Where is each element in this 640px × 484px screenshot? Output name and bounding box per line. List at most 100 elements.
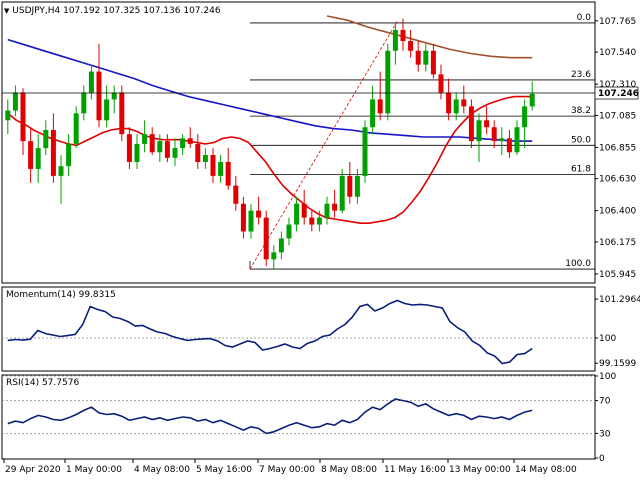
- candle-body: [5, 110, 11, 121]
- candle: [354, 168, 360, 204]
- candle: [430, 43, 436, 79]
- candle: [202, 148, 208, 169]
- time-tick-label: 29 Apr 2020: [5, 465, 61, 475]
- candle: [157, 134, 163, 162]
- candle: [415, 41, 421, 72]
- current-price-label: 107.246: [598, 89, 639, 99]
- candle-body: [286, 224, 292, 239]
- candle-body: [187, 138, 193, 144]
- candle-body: [491, 127, 497, 142]
- candle-body: [446, 92, 452, 114]
- momentum-panel-frame: [1, 286, 596, 372]
- candle: [248, 203, 254, 239]
- time-tick-label: 14 May 08:00: [515, 465, 577, 475]
- candle-body: [96, 71, 102, 121]
- candle: [81, 85, 87, 121]
- candle-body: [385, 50, 391, 114]
- candle: [332, 189, 338, 218]
- candle-body: [400, 29, 406, 42]
- candle: [164, 134, 170, 162]
- candle: [28, 127, 34, 183]
- time-tick-label: 13 May 00:00: [449, 465, 511, 475]
- candle-body: [415, 50, 421, 65]
- candle: [187, 127, 193, 149]
- candle: [309, 210, 315, 232]
- candle-body: [484, 120, 490, 128]
- candle: [324, 196, 330, 225]
- time-tick-label: 7 May 00:00: [259, 465, 315, 475]
- ohlc-label: 107.192 107.325 107.136 107.246: [63, 6, 221, 16]
- rsi-tick-label: 0: [599, 454, 605, 464]
- candle-body: [408, 41, 414, 51]
- candle-body: [370, 99, 376, 128]
- time-tick-label: 11 May 16:00: [384, 465, 446, 475]
- candle: [301, 189, 307, 225]
- rsi-tick-label: 100: [599, 372, 616, 382]
- candle-body: [164, 141, 170, 158]
- candle: [370, 85, 376, 135]
- candle: [195, 134, 201, 169]
- candle-body: [73, 113, 79, 144]
- moving-average-line: [7, 95, 533, 224]
- candle-body: [12, 92, 18, 111]
- candle: [50, 113, 56, 183]
- candle-body: [195, 143, 201, 162]
- candle-body: [309, 217, 315, 225]
- candle-body: [461, 99, 467, 107]
- candle-body: [20, 92, 26, 142]
- rsi-tick-label: 30: [599, 429, 611, 439]
- price-tick-label: 107.540: [599, 48, 636, 58]
- price-panel-frame: [1, 1, 596, 284]
- momentum-indicator: 101.2964 100 99.1599: [2, 295, 640, 369]
- candle-body: [104, 99, 110, 121]
- candle: [514, 120, 520, 156]
- candle: [256, 196, 262, 225]
- candle: [172, 138, 178, 167]
- candle-body: [377, 99, 383, 114]
- candle-body: [58, 166, 64, 176]
- price-axis: 107.765 107.540 107.310 107.085 106.855 106.6…: [2, 17, 639, 280]
- candle: [126, 127, 132, 169]
- candle: [149, 127, 155, 156]
- candle-body: [316, 217, 322, 225]
- price-tick-label: 105.945: [599, 270, 636, 280]
- time-tick-label: 4 May 08:00: [134, 465, 190, 475]
- rsi-tick-label: 70: [599, 397, 611, 407]
- candle: [453, 92, 459, 121]
- candle-body: [301, 203, 307, 218]
- candle-body: [347, 175, 353, 197]
- candle-body: [111, 92, 117, 100]
- candle-body: [339, 175, 345, 211]
- candle: [385, 43, 391, 121]
- candle: [468, 99, 474, 149]
- candle: [347, 161, 353, 204]
- candle: [522, 99, 528, 149]
- candle-body: [180, 138, 186, 149]
- candle-body: [529, 93, 535, 107]
- candle-body: [225, 161, 231, 186]
- candle: [294, 196, 300, 232]
- candle: [461, 85, 467, 114]
- candle-body: [499, 138, 505, 142]
- candle: [180, 134, 186, 156]
- candle-body: [476, 120, 482, 142]
- candlesticks: [5, 18, 535, 270]
- candle: [233, 175, 239, 211]
- candle-body: [278, 238, 284, 253]
- candle: [339, 168, 345, 214]
- candle-body: [354, 175, 360, 197]
- candle-body: [134, 143, 140, 162]
- candle-body: [248, 210, 254, 232]
- candle-body: [438, 74, 444, 93]
- candle: [111, 85, 117, 114]
- candle-body: [28, 141, 34, 169]
- candle: [104, 85, 110, 128]
- candle-body: [126, 134, 132, 162]
- candle: [529, 81, 535, 111]
- candle-body: [332, 203, 338, 211]
- candle: [423, 43, 429, 72]
- candle-body: [149, 134, 155, 153]
- candle-body: [43, 130, 49, 149]
- price-tick-label: 107.765: [599, 17, 636, 27]
